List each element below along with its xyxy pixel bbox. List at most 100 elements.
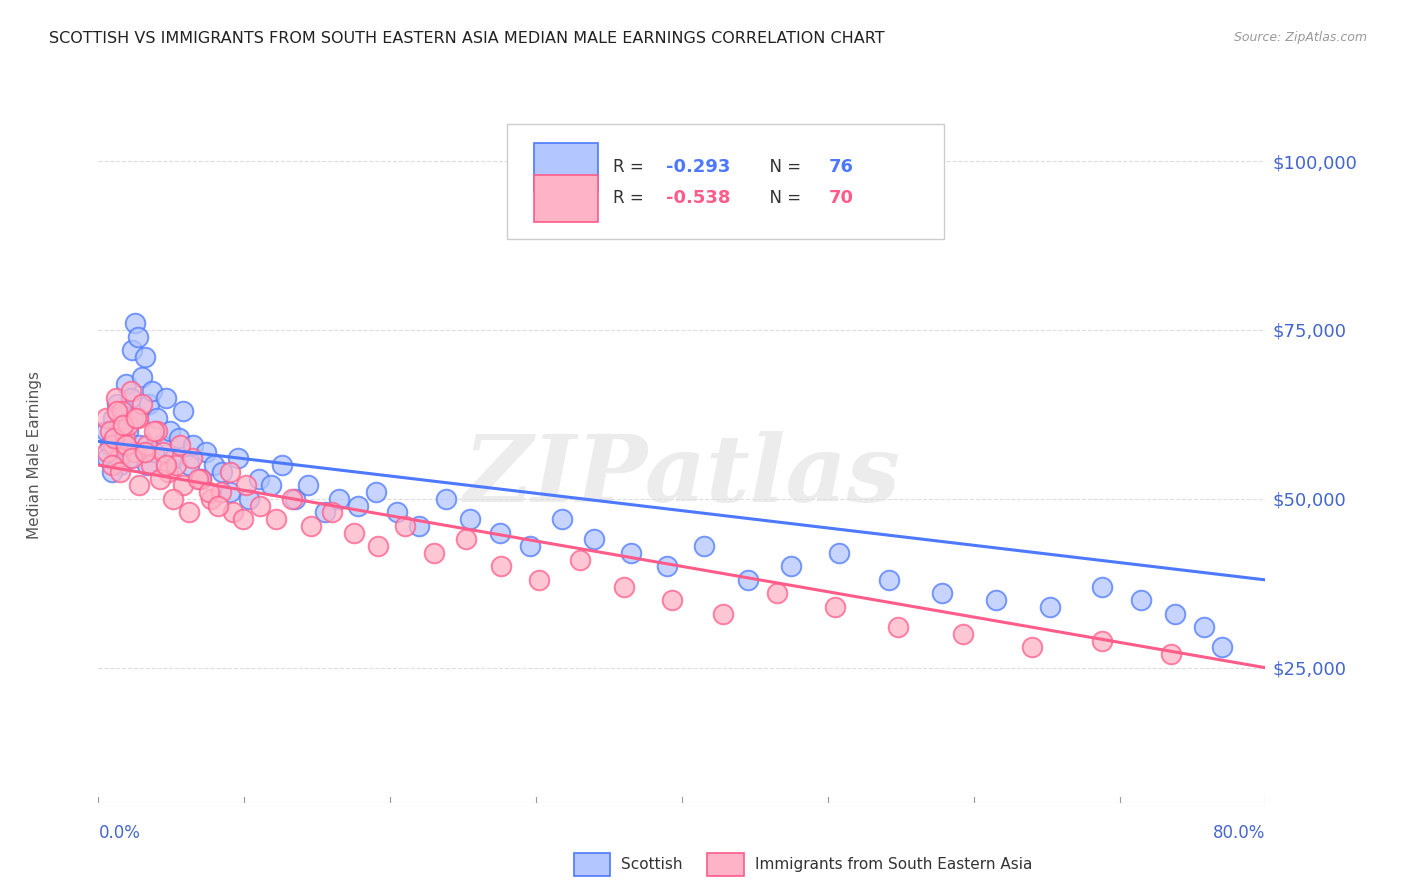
Point (177, 458, 200, 472)
Point (434, 491, 457, 506)
Point (519, 539, 541, 553)
Point (141, 384, 163, 398)
Point (271, 458, 294, 472)
Point (131, 397, 153, 411)
Point (612, 580, 634, 594)
Point (1091, 580, 1114, 594)
Text: -0.293: -0.293 (665, 158, 730, 176)
Point (112, 417, 135, 432)
Point (737, 573, 759, 587)
Point (190, 472, 212, 486)
Point (121, 343, 143, 358)
Point (103, 431, 125, 445)
Point (489, 559, 512, 574)
Point (828, 546, 851, 560)
Point (127, 410, 149, 425)
Point (103, 438, 125, 452)
Point (135, 458, 157, 472)
Point (367, 539, 389, 553)
Point (228, 451, 250, 466)
Point (124, 316, 146, 330)
Point (1038, 599, 1060, 614)
Text: Median Male Earnings: Median Male Earnings (27, 371, 42, 539)
FancyBboxPatch shape (534, 144, 598, 191)
Point (297, 478, 319, 492)
Point (249, 499, 271, 513)
Point (1211, 640, 1233, 655)
Point (100, 465, 122, 479)
Point (104, 391, 127, 405)
Point (124, 444, 146, 458)
Point (180, 451, 202, 466)
Point (104, 444, 127, 458)
Point (1164, 607, 1187, 621)
Point (952, 627, 974, 641)
Point (394, 519, 416, 533)
Point (165, 458, 187, 472)
Text: N =: N = (759, 189, 806, 207)
Point (128, 438, 150, 452)
Point (98, 424, 121, 438)
Point (94, 424, 117, 438)
Text: 70: 70 (830, 189, 853, 207)
Point (121, 451, 143, 466)
Point (314, 505, 336, 519)
Point (583, 533, 606, 547)
Point (159, 424, 181, 438)
Point (299, 519, 322, 533)
Text: ZIPatlas: ZIPatlas (464, 431, 900, 521)
Point (155, 458, 177, 472)
Point (146, 410, 169, 425)
Point (149, 472, 172, 486)
Point (114, 431, 136, 445)
Point (195, 444, 218, 458)
Text: R =: R = (613, 189, 650, 207)
Point (101, 438, 124, 452)
Point (347, 499, 370, 513)
Point (235, 478, 257, 492)
Point (157, 465, 180, 479)
Point (115, 376, 138, 391)
Point (139, 458, 162, 472)
FancyBboxPatch shape (534, 175, 598, 222)
Text: 0.0%: 0.0% (98, 824, 141, 842)
Point (824, 599, 846, 614)
Text: Source: ZipAtlas.com: Source: ZipAtlas.com (1233, 31, 1367, 45)
Point (202, 458, 225, 472)
Point (620, 546, 643, 560)
Point (114, 404, 136, 418)
Point (98, 438, 121, 452)
Point (454, 533, 477, 547)
Point (155, 391, 177, 405)
Point (247, 472, 270, 486)
Text: 80.0%: 80.0% (1213, 824, 1265, 842)
Point (321, 505, 343, 519)
Point (198, 485, 221, 500)
Point (232, 512, 254, 526)
Point (134, 444, 156, 458)
Point (1192, 620, 1215, 634)
Point (190, 472, 212, 486)
Point (460, 512, 482, 526)
Point (150, 438, 173, 452)
Point (488, 525, 510, 540)
Point (117, 417, 139, 432)
Point (693, 539, 716, 553)
Point (125, 410, 148, 425)
Point (328, 491, 350, 506)
Point (984, 593, 1007, 607)
Point (765, 586, 787, 600)
Point (211, 465, 233, 479)
Point (162, 491, 184, 506)
Point (177, 505, 200, 519)
Text: N =: N = (759, 158, 806, 176)
Point (142, 444, 165, 458)
Point (167, 431, 190, 445)
Point (284, 491, 307, 506)
Point (101, 410, 124, 425)
Point (112, 431, 135, 445)
Point (172, 404, 194, 418)
Point (551, 512, 574, 526)
Point (138, 397, 160, 411)
Point (387, 505, 409, 519)
